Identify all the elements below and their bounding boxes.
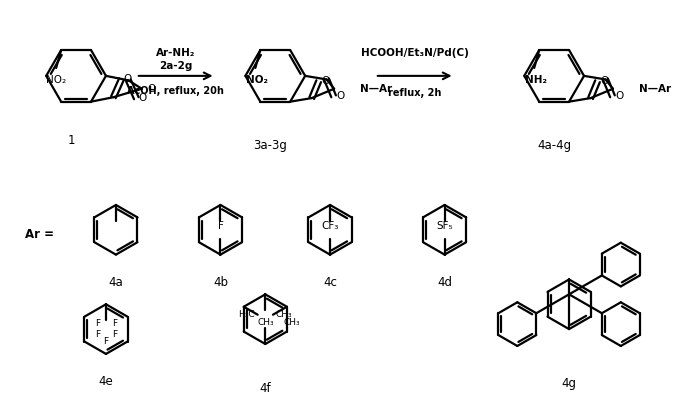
Text: Ar =: Ar = [25,228,53,241]
Text: 4g: 4g [562,377,577,390]
Text: H₃C: H₃C [238,310,255,319]
Text: N—Ar: N—Ar [360,84,392,94]
Text: CH₃: CH₃ [275,310,292,319]
Text: F: F [218,221,223,231]
Text: N—Ar: N—Ar [639,84,671,94]
Text: F: F [103,336,108,346]
Text: O: O [148,84,156,94]
Text: 2a-2g: 2a-2g [159,61,192,71]
Text: O: O [138,93,147,103]
Text: O: O [321,76,329,86]
Text: F: F [112,319,117,328]
Text: 4a: 4a [108,276,123,289]
Text: CH₃: CH₃ [257,318,273,327]
Text: 4f: 4f [260,382,271,395]
Text: reflux, 2h: reflux, 2h [388,88,441,98]
Text: F: F [112,330,117,339]
Text: F: F [95,330,100,339]
Text: 4e: 4e [99,375,113,388]
Text: 4c: 4c [323,276,337,289]
Text: CF₃: CF₃ [321,221,339,231]
Text: O: O [601,76,609,86]
Text: O: O [615,91,623,101]
Text: CH₃: CH₃ [283,318,300,327]
Text: O: O [123,74,132,84]
Text: 4d: 4d [437,276,452,289]
Text: 3a-3g: 3a-3g [253,139,287,152]
Text: HCOOH/Et₃N/Pd(C): HCOOH/Et₃N/Pd(C) [361,48,469,58]
Text: AcOH, reflux, 20h: AcOH, reflux, 20h [127,86,224,96]
Text: NO₂: NO₂ [247,75,269,85]
Text: Ar-NH₂: Ar-NH₂ [156,48,195,58]
Text: O: O [336,91,345,101]
Text: SF₅: SF₅ [436,221,453,231]
Text: NO₂: NO₂ [46,75,66,85]
Text: 1: 1 [67,134,75,147]
Text: F: F [95,319,100,328]
Text: 4a-4g: 4a-4g [537,139,571,152]
Text: NH₂: NH₂ [525,75,547,85]
Text: 4b: 4b [213,276,228,289]
